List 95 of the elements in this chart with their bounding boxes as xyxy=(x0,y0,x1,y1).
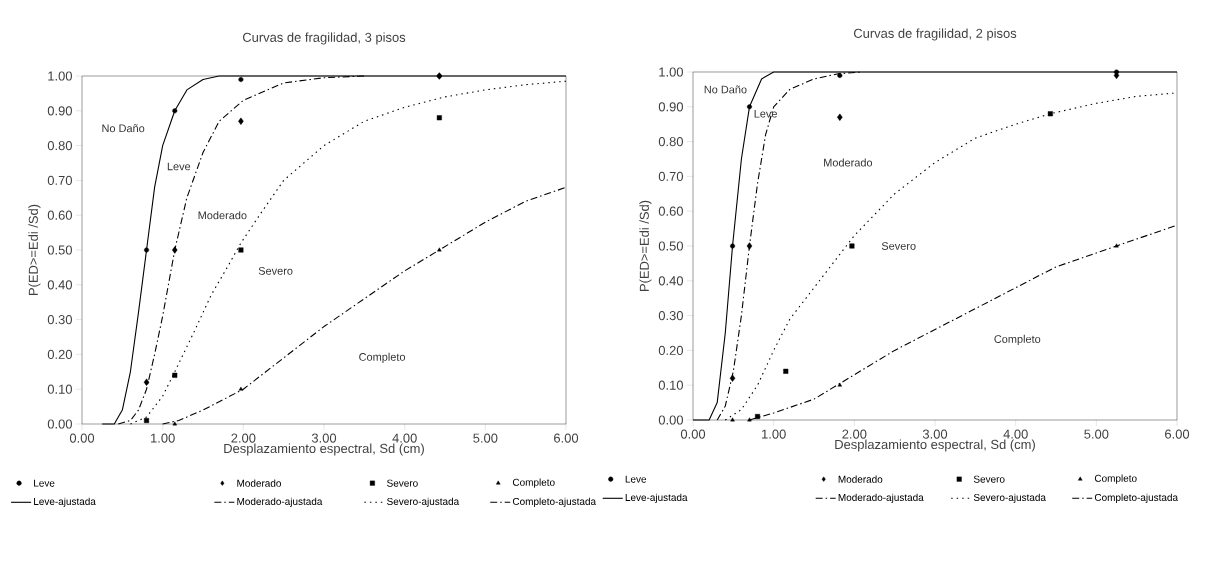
point xyxy=(730,417,735,422)
annotation: Moderado xyxy=(198,211,247,220)
point xyxy=(144,418,150,424)
point xyxy=(837,113,843,121)
point xyxy=(172,421,177,426)
legend-label: Severo xyxy=(973,475,1005,483)
x-tick-label: 3.00 xyxy=(922,429,948,439)
point xyxy=(238,76,244,82)
y-tick-label: 0.50 xyxy=(47,245,72,255)
point xyxy=(837,72,843,78)
point xyxy=(172,108,178,114)
annotation: No Daño xyxy=(102,124,145,133)
x-tick-label: 1.00 xyxy=(151,433,175,443)
annotation: Severo xyxy=(258,267,293,275)
y-tick-label: 0.90 xyxy=(47,106,72,116)
y-tick-label: 0.60 xyxy=(47,210,72,220)
x-tick-label: 0.00 xyxy=(69,433,95,443)
chart-title: Curvas de fragilidad, 3 pisos xyxy=(242,32,406,45)
y-tick-label: 0.80 xyxy=(658,137,684,147)
y-tick-label: 0.80 xyxy=(47,141,72,151)
point xyxy=(238,247,244,253)
chart-title: Curvas de fragilidad, 2 pisos xyxy=(853,28,1017,41)
y-tick-label: 0.40 xyxy=(658,276,684,286)
x-tick-label: 2.00 xyxy=(231,433,256,443)
y-tick-label: 1.00 xyxy=(659,67,684,77)
point xyxy=(837,382,842,387)
x-tick-label: 5.00 xyxy=(1084,429,1109,439)
legend-label: Moderado-ajustada xyxy=(838,493,924,503)
annotation: Moderado xyxy=(824,158,873,167)
legend-label: Moderado xyxy=(237,479,281,487)
annotation: Completo xyxy=(994,334,1041,346)
legend-label: Moderado xyxy=(838,475,883,483)
point xyxy=(729,374,736,382)
legend-label: Severo-ajustada xyxy=(973,493,1046,503)
x-tick-label: 5.00 xyxy=(473,433,498,443)
y-tick-label: 0.70 xyxy=(47,175,72,185)
point xyxy=(1114,243,1119,248)
point xyxy=(172,246,178,254)
legend-label: Moderado-ajustada xyxy=(237,497,323,507)
point xyxy=(172,372,178,378)
annotation: Leve xyxy=(754,109,777,118)
point xyxy=(143,378,150,386)
x-tick-label: 6.00 xyxy=(554,433,579,443)
legend-label: Completo-ajustada xyxy=(1094,493,1179,503)
annotation: No Daño xyxy=(704,85,747,94)
x-tick-label: 6.00 xyxy=(1165,429,1190,439)
y-tick-label: 0.30 xyxy=(47,315,72,325)
point xyxy=(849,243,855,249)
point xyxy=(437,247,442,252)
y-axis-title: P(ED>=Edi /Sd) xyxy=(639,200,652,291)
y-tick-label: 0.10 xyxy=(47,384,72,394)
y-tick-label: 0.70 xyxy=(658,171,684,181)
legend-label: Leve xyxy=(625,475,647,483)
x-tick-label: 0.00 xyxy=(680,429,706,439)
point xyxy=(746,242,753,250)
legend-label: Completo xyxy=(512,478,555,488)
annotation: Severo xyxy=(881,242,916,250)
y-tick-label: 0.50 xyxy=(658,241,684,251)
y-tick-label: 0.40 xyxy=(47,280,72,290)
point xyxy=(144,247,150,253)
legend-label: Completo-ajustada xyxy=(512,497,597,507)
x-axis-title: Desplazamiento espectral, Sd (cm) xyxy=(835,439,1035,452)
annotation: Leve xyxy=(167,162,191,171)
x-tick-label: 4.00 xyxy=(392,433,417,443)
y-tick-label: 0.20 xyxy=(47,349,72,359)
y-tick-label: 0.20 xyxy=(658,345,684,355)
x-tick-label: 2.00 xyxy=(842,429,867,439)
annotation: Completo xyxy=(359,352,406,363)
point xyxy=(746,104,752,110)
point xyxy=(730,243,736,249)
legend-label: Severo-ajustada xyxy=(387,497,460,507)
legend-label: Completo xyxy=(1094,474,1137,484)
legend-label: Leve xyxy=(34,479,55,487)
point xyxy=(238,386,244,391)
legend-label: Severo xyxy=(387,479,418,487)
y-tick-label: 1.00 xyxy=(48,71,72,81)
y-tick-label: 0.00 xyxy=(47,419,72,429)
point xyxy=(783,368,789,374)
y-tick-label: 0.00 xyxy=(658,415,684,425)
y-axis-title: P(ED>=Edi /Sd) xyxy=(28,204,41,296)
x-axis-title: Desplazamiento espectral, Sd (cm) xyxy=(224,443,424,456)
point xyxy=(1047,111,1053,117)
y-tick-label: 0.90 xyxy=(658,102,684,112)
x-tick-label: 4.00 xyxy=(1003,429,1028,439)
point xyxy=(436,115,442,121)
point xyxy=(755,414,761,420)
legend-label: Leve-ajustada xyxy=(34,497,96,507)
y-tick-label: 0.10 xyxy=(658,380,684,390)
y-tick-label: 0.30 xyxy=(658,311,684,321)
legend-label: Leve-ajustada xyxy=(625,493,688,503)
x-tick-label: 1.00 xyxy=(762,429,786,439)
y-tick-label: 0.60 xyxy=(658,206,684,216)
point xyxy=(238,117,244,125)
point xyxy=(747,417,752,422)
x-tick-label: 3.00 xyxy=(311,433,337,443)
